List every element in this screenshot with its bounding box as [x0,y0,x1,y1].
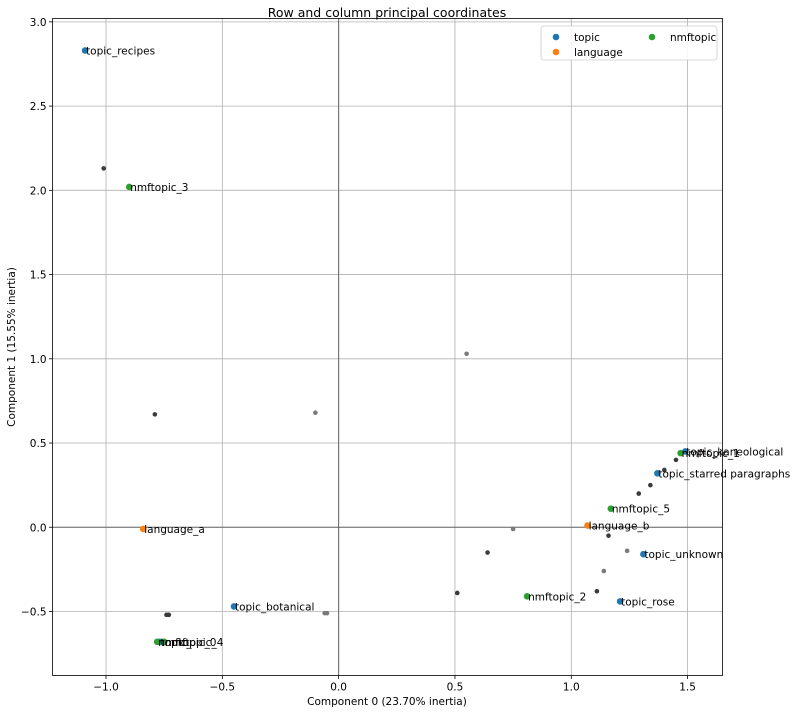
point-label: topic_kaneological [686,446,783,458]
legend-label-nmftopic: nmftopic [670,32,717,44]
point-label: topic_rose [621,596,675,608]
point-label: nmftopic_4 [165,637,224,649]
point-label: nmftopic_5 [612,504,670,516]
x-axis-label: Component 0 (23.70% inertia) [307,696,467,708]
unlabeled-point [324,610,330,616]
unlabeled-point [485,550,490,555]
legend-marker-topic [552,33,560,41]
y-tick-label: 2.5 [30,101,47,113]
point-label: nmftopic_1 [682,448,740,460]
unlabeled-point [594,588,600,594]
topic-point [230,603,238,610]
legend-label-topic: topic [574,32,600,44]
nmftopic-point [607,505,615,513]
language-point [584,522,591,529]
legend-marker-nmftopic [648,33,656,41]
legend-label-language: language [574,47,623,59]
point-label: topic_recipes [86,46,155,58]
x-tick-label: 0.0 [330,682,347,694]
y-axis-ticks: −0.5 0.0 0.5 1.0 1.5 2.0 2.5 3.0 [21,17,53,618]
point-label: topic_unknown [644,549,723,561]
unlabeled-point [101,166,106,171]
x-tick-label: −0.5 [210,682,236,694]
unlabeled-point [648,482,653,488]
y-tick-label: 0.5 [30,438,47,450]
unlabeled-point [636,491,642,496]
nmftopic-point [160,638,168,646]
point-label: language_b [589,521,650,533]
topic-point [81,47,89,54]
chart-title: Row and column principal coordinates [268,5,506,20]
nmftopic-point [153,638,161,646]
y-tick-label: 3.0 [30,17,47,29]
topic-point [654,470,661,477]
language-point [139,525,147,533]
point-label: nmftopic_2 [528,591,586,603]
points-layer [81,47,689,646]
point-label: topic_ [161,637,193,649]
unlabeled-point [152,412,158,417]
topic-point [616,598,624,605]
unlabeled-point [606,533,611,538]
legend-frame [540,25,718,61]
unlabeled-point [673,457,679,463]
x-tick-label: 1.0 [563,682,580,694]
unlabeled-point [510,526,516,532]
point-label: language_a [144,524,205,536]
unlabeled-point [454,590,460,596]
legend: topic language nmftopic [540,25,718,61]
reference-lines [52,18,723,676]
y-tick-label: 1.0 [30,354,47,366]
y-tick-label: 1.5 [30,270,47,282]
y-tick-label: 0.0 [30,522,47,534]
point-label: topic_starred paragraphs [658,468,790,480]
unlabeled-point [166,612,172,618]
point-label: topic_botanical [235,601,314,613]
x-tick-label: 1.5 [679,682,696,694]
unlabeled-point [601,568,607,574]
x-tick-label: 0.5 [447,682,464,694]
x-tick-label: −1.0 [93,682,119,694]
unlabeled-point [662,467,667,473]
nmftopic-point [523,593,531,600]
topic-point [640,550,647,558]
nmftopic-point [125,183,133,191]
x-axis-ticks: −1.0 −0.5 0.0 0.5 1.0 1.5 [93,675,696,694]
legend-marker-language [552,48,560,56]
grid [52,18,723,676]
plot-frame [52,18,723,676]
y-axis-label: Component 1 (15.55% inertia) [6,267,18,427]
point-label: nmftopic_3 [130,182,188,194]
y-tick-label: 2.0 [30,185,47,197]
unlabeled-point [464,351,469,357]
nmftopic-point [677,449,684,457]
unlabeled-point [624,548,630,554]
point-label: nmftopic_0 [158,637,216,649]
y-tick-label: −0.5 [21,606,47,618]
unlabeled-point [313,410,318,416]
